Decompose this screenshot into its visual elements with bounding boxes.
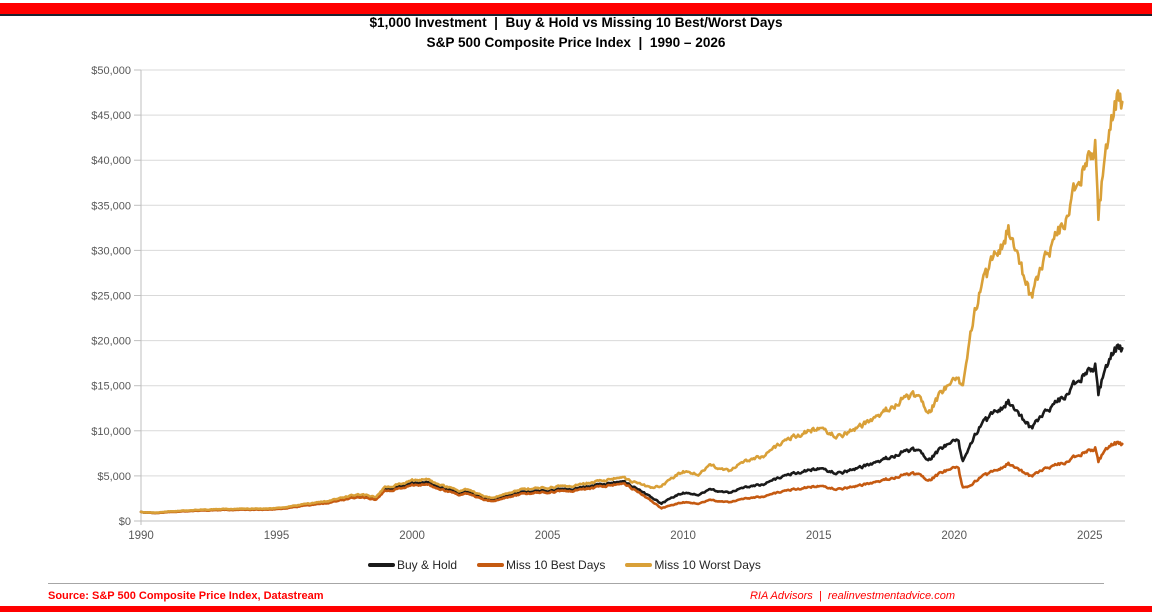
series-line-miss-10-best-days [139, 440, 1124, 515]
y-axis-tick-label: $35,000 [91, 200, 131, 212]
legend-swatch-icon [368, 563, 395, 567]
y-axis-tick-label: $5,000 [97, 471, 131, 483]
x-axis-tick-label: 2000 [399, 530, 425, 542]
x-axis-tick-label: 1995 [264, 530, 290, 542]
legend-item-miss-10-best-days: Miss 10 Best Days [477, 558, 605, 572]
footer-divider [48, 583, 1104, 584]
bottom-red-bar [0, 606, 1152, 612]
x-axis-tick-label: 2025 [1077, 530, 1103, 542]
source-text: Source: S&P 500 Composite Price Index, D… [48, 590, 324, 602]
page-title-line-2: S&P 500 Composite Price Index | 1990 – 2… [426, 35, 726, 50]
legend-label: Buy & Hold [397, 558, 458, 572]
legend-swatch-icon [625, 563, 653, 567]
top-dark-divider [0, 14, 1152, 16]
legend-item-buy-hold: Buy & Hold [368, 558, 457, 572]
y-axis-tick-label: $15,000 [91, 381, 131, 393]
page-title-line-1: $1,000 Investment | Buy & Hold vs Missin… [369, 15, 783, 30]
x-axis-tick-label: 2020 [941, 530, 967, 542]
y-axis-tick-label: $30,000 [91, 245, 131, 257]
y-axis-tick-label: $25,000 [91, 291, 131, 303]
line-chart: $0 $5,000 $10,000 $15,000 $20,000 $25,000 $30,… [91, 65, 1125, 542]
legend-label: Miss 10 Best Days [506, 558, 606, 572]
y-axis-tick-label: $20,000 [91, 336, 131, 348]
legend-swatch-icon [477, 563, 505, 567]
x-axis-tick-label: 2015 [806, 530, 832, 542]
series-line-miss-10-worst-days [139, 89, 1124, 514]
legend-label: Miss 10 Worst Days [654, 558, 761, 572]
x-axis-tick-label: 1990 [128, 530, 154, 542]
y-axis-tick-label: $10,000 [91, 426, 131, 438]
legend-item-miss-10-worst-days: Miss 10 Worst Days [625, 558, 761, 572]
y-axis-tick-label: $40,000 [91, 155, 131, 167]
x-axis-tick-label: 2005 [535, 530, 561, 542]
x-axis-tick-label: 2010 [670, 530, 696, 542]
attribution-text: RIA Advisors | realinvestmentadvice.com [749, 590, 955, 602]
y-axis-tick-label: $45,000 [91, 110, 131, 122]
top-red-bar [0, 3, 1152, 14]
chart-legend: Buy & Hold Miss 10 Best Days Miss 10 Worst… [368, 558, 761, 572]
y-axis-tick-label: $50,000 [91, 65, 131, 77]
page-title: $1,000 Investment | Buy & Hold vs Missin… [0, 13, 1152, 53]
y-axis-tick-label: $0 [119, 516, 131, 528]
